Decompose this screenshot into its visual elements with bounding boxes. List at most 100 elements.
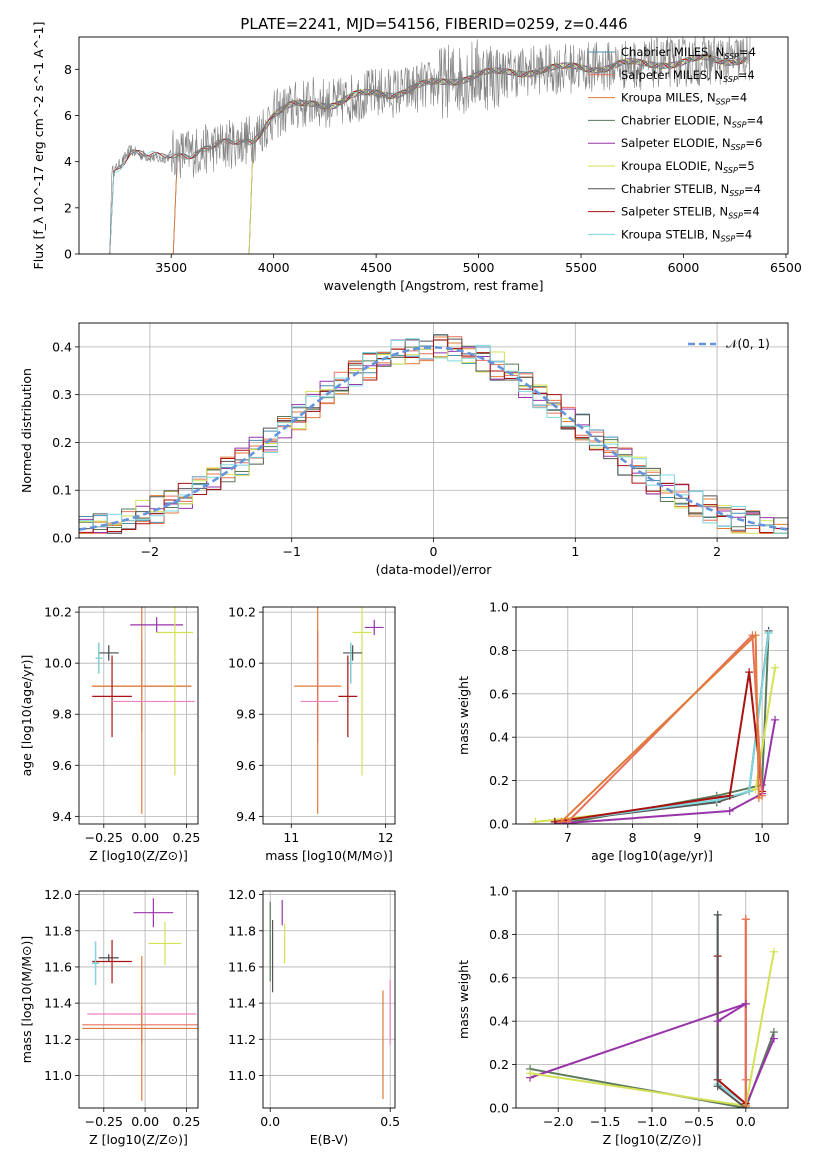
- y-tick-label: 9.8: [236, 707, 256, 722]
- y-tick-label: 11.2: [228, 1032, 256, 1047]
- x-tick-label: −1.5: [590, 1114, 620, 1129]
- y-tick-label: 0.0: [489, 1101, 509, 1116]
- figure-title: PLATE=2241, MJD=54156, FIBERID=0259, z=0…: [240, 15, 627, 33]
- histogram-kroupa_stelib: [79, 338, 788, 534]
- weight-line-salpeter_elodie: [717, 1002, 747, 1023]
- legend-label: Kroupa STELIB, NSSP=4: [621, 227, 752, 243]
- y-tick-label: 0.2: [489, 1057, 509, 1072]
- y-tick-label: 0: [64, 247, 72, 262]
- axes-frame: [262, 890, 396, 1109]
- x-tick-label: 0.5: [380, 1114, 400, 1129]
- y-tick-label: 11.0: [44, 1068, 72, 1083]
- panel-age-vs-z: −0.25 0.00 0.25 9.4 9.6 9.8 10.0 10.2 Z [log10(Z…: [19, 605, 200, 863]
- x-tick-label: 0.0: [736, 1114, 756, 1129]
- weight-line-salpeter_miles: [567, 634, 764, 823]
- y-tick-label: 11.4: [228, 996, 256, 1011]
- x-tick-label: 0.0: [260, 1114, 280, 1129]
- y-tick-label: 10.2: [228, 605, 256, 620]
- panel-residuals: −2 −1 0 1 2 0.0 0.1 0.2 0.3 0.4 (data-model)/error…: [19, 322, 789, 577]
- y-axis-label: Normed distribution: [19, 368, 34, 493]
- legend-label: Salpeter STELIB, NSSP=4: [621, 205, 760, 221]
- x-axis-label: E(B-V): [310, 1132, 349, 1147]
- weight-line-salpeter_elodie: [554, 719, 777, 824]
- y-tick-label: 0.4: [489, 730, 509, 745]
- x-tick-label: 7: [564, 830, 572, 845]
- y-tick-label: 10.0: [44, 656, 72, 671]
- weight-line-chabrier_elodie: [529, 1031, 775, 1108]
- x-tick-label: 6000: [668, 260, 700, 275]
- panel-age-vs-mass: 11 12 9.4 9.6 9.8 10.0 10.2 mass [log10(M/M⊙)]: [228, 605, 396, 863]
- model-line-salpeter_elodie: [248, 55, 747, 254]
- legend-label: Salpeter MILES, NSSP=4: [621, 68, 755, 84]
- x-tick-label: 0.00: [131, 1114, 159, 1129]
- x-axis-label: wavelength [Angstrom, rest frame]: [323, 278, 543, 293]
- panel-spectrum: 3500 4000 4500 5000 5500 6000 6500 0 2 4 6 8 wavelen…: [31, 22, 802, 293]
- x-tick-label: 0.00: [131, 830, 159, 845]
- axes-frame: [515, 606, 789, 825]
- plot-area: [79, 323, 788, 538]
- x-tick-label: −2: [141, 544, 159, 559]
- x-axis-label: (data-model)/error: [376, 562, 493, 577]
- plot-area: [516, 607, 788, 824]
- x-axis-label: Z [log10(Z/Z⊙)]: [603, 1132, 702, 1147]
- y-tick-label: 0.3: [52, 387, 72, 402]
- axes-frame: [262, 606, 396, 825]
- y-tick-label: 6: [64, 108, 72, 123]
- axes-frame: [78, 36, 789, 255]
- legend-label: Kroupa ELODIE, NSSP=5: [621, 159, 755, 175]
- x-axis-label: mass [log10(M/M⊙)]: [265, 848, 393, 863]
- legend-label: 𝒩(0, 1): [726, 337, 770, 351]
- y-tick-label: 1.0: [489, 600, 509, 615]
- plot-layer: 3500 4000 4500 5000 5500 6000 6500 0 2 4 6 8 wavelen…: [19, 22, 802, 1147]
- y-axis-label: mass [log10(M/M⊙)]: [19, 936, 34, 1064]
- y-tick-label: 0.1: [52, 483, 72, 498]
- x-tick-label: −2.0: [543, 1114, 573, 1129]
- x-axis-label: age [log10(age/yr)]: [591, 848, 713, 863]
- y-tick-label: 0.8: [489, 927, 509, 942]
- legend-label: Chabrier ELODIE, NSSP=4: [621, 113, 763, 129]
- y-tick-label: 11.6: [228, 959, 256, 974]
- x-tick-label: 4000: [258, 260, 290, 275]
- x-axis-label: Z [log10(Z/Z⊙)]: [89, 848, 188, 863]
- panel-mass-vs-ebv: 0.0 0.5 11.0 11.2 11.4 11.6 11.8 12.0 E(B-V): [228, 887, 400, 1147]
- axes-frame: [78, 322, 789, 539]
- y-axis-label: age [log10(age/yr)]: [19, 655, 34, 777]
- y-tick-label: 11.4: [44, 996, 72, 1011]
- axes-frame: [78, 890, 199, 1109]
- x-tick-label: 11: [283, 830, 299, 845]
- y-tick-label: 1.0: [489, 884, 509, 899]
- y-tick-label: 11.0: [228, 1068, 256, 1083]
- y-tick-label: 0.4: [489, 1014, 509, 1029]
- x-tick-label: 0: [430, 544, 438, 559]
- x-tick-label: 10: [754, 830, 770, 845]
- x-tick-label: 1: [571, 544, 579, 559]
- plot-area: [79, 891, 198, 1108]
- y-axis-label: Flux [f_λ 10^-17 erg cm^-2 s^-1 A^-1]: [31, 22, 46, 270]
- x-tick-label: 8: [629, 830, 637, 845]
- x-tick-label: 3500: [155, 260, 187, 275]
- y-tick-label: 0.0: [52, 531, 72, 546]
- x-tick-label: 2: [713, 544, 721, 559]
- x-tick-label: 5000: [463, 260, 495, 275]
- x-tick-label: −0.25: [85, 1114, 123, 1129]
- y-tick-label: 11.2: [44, 1032, 72, 1047]
- x-tick-label: −0.25: [85, 830, 123, 845]
- x-tick-label: 9: [693, 830, 701, 845]
- weight-line-kroupa_elodie: [535, 667, 777, 823]
- y-tick-label: 0.8: [489, 643, 509, 658]
- x-tick-label: 5500: [565, 260, 597, 275]
- x-tick-label: 12: [378, 830, 394, 845]
- y-tick-label: 10.2: [44, 605, 72, 620]
- legend-label: Chabrier STELIB, NSSP=4: [621, 182, 761, 198]
- x-tick-label: 6500: [770, 260, 802, 275]
- weight-line-salpeter_stelib: [554, 671, 764, 823]
- y-tick-label: 11.8: [44, 923, 72, 938]
- y-tick-label: 12.0: [44, 887, 72, 902]
- y-axis-label: mass weight: [456, 960, 471, 1039]
- x-axis-label: Z [log10(Z/Z⊙)]: [89, 1132, 188, 1147]
- panel-mass-vs-z: −0.25 0.00 0.25 11.0 11.2 11.4 11.6 11.8 12.0 Z […: [19, 887, 200, 1147]
- panel-weight-vs-age: 7 8 9 10 0.0 0.2 0.4 0.6 0.8 1.0 age [log10(age/yr…: [456, 600, 789, 863]
- y-tick-label: 10.0: [228, 656, 256, 671]
- y-tick-label: 0.2: [489, 773, 509, 788]
- y-axis-label: mass weight: [456, 676, 471, 755]
